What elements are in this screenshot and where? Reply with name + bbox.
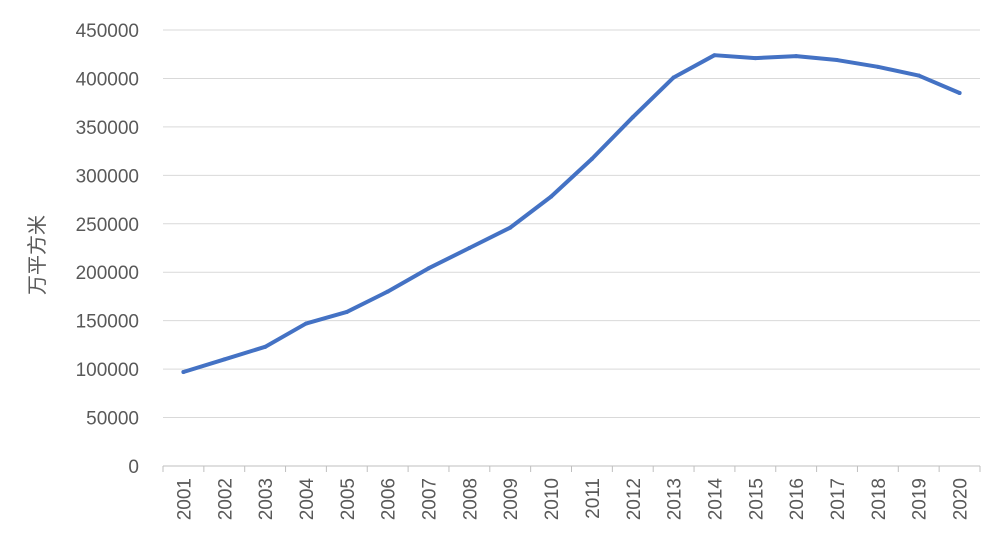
data-point xyxy=(875,64,880,69)
x-tick-label: 2008 xyxy=(460,478,481,520)
data-point xyxy=(835,58,840,63)
x-tick-label: 2017 xyxy=(828,478,849,520)
x-tick-label: 2005 xyxy=(338,478,359,520)
y-tick-label: 150000 xyxy=(76,312,139,333)
x-tick-label: 2016 xyxy=(787,478,808,520)
data-point xyxy=(385,289,390,294)
x-axis-ticks: 2001 2002 2003 2004 2005 2006 2007 2008 2009 2010… xyxy=(162,466,981,521)
y-tick-label: 400000 xyxy=(76,69,139,90)
x-tick-label: 2003 xyxy=(256,478,277,520)
data-point xyxy=(222,357,227,362)
data-point xyxy=(671,75,676,80)
data-point xyxy=(181,370,186,375)
data-point xyxy=(630,115,635,120)
x-tick-label: 2006 xyxy=(379,478,400,520)
x-tick-label: 2011 xyxy=(583,478,604,519)
data-point xyxy=(794,54,799,59)
y-tick-label: 450000 xyxy=(76,21,139,42)
data-point xyxy=(712,53,717,58)
y-tick-label: 300000 xyxy=(76,166,139,187)
series-line xyxy=(181,53,962,375)
data-point xyxy=(753,56,758,61)
y-tick-label: 50000 xyxy=(86,409,139,430)
data-point xyxy=(344,309,349,314)
x-tick-label: 2002 xyxy=(215,478,236,520)
x-tick-label: 2007 xyxy=(420,478,441,520)
data-point xyxy=(549,194,554,199)
x-tick-label: 2015 xyxy=(746,478,767,520)
data-point xyxy=(957,90,962,95)
data-point xyxy=(263,344,268,349)
data-point xyxy=(303,321,308,326)
y-tick-label: 350000 xyxy=(76,118,139,139)
x-tick-label: 2010 xyxy=(542,478,563,520)
x-tick-label: 2019 xyxy=(910,478,931,520)
series-layer xyxy=(181,53,962,375)
data-point xyxy=(589,156,594,161)
data-point xyxy=(426,266,431,271)
y-tick-label: 0 xyxy=(128,457,139,478)
y-tick-label: 200000 xyxy=(76,263,139,284)
data-point xyxy=(467,246,472,250)
x-tick-label: 2014 xyxy=(705,478,726,521)
x-tick-label: 2009 xyxy=(501,478,522,520)
x-tick-label: 2001 xyxy=(174,478,195,520)
gridlines xyxy=(163,29,980,467)
x-tick-label: 2004 xyxy=(297,478,318,521)
y-axis-ticks: 0 50000 100000 150000 200000 250000 300000 3500… xyxy=(76,21,139,478)
x-tick-label: 2012 xyxy=(624,478,645,520)
x-tick-label: 2013 xyxy=(665,478,686,520)
x-tick-label: 2018 xyxy=(869,478,890,520)
y-axis-label: 万平方米 xyxy=(25,215,49,295)
data-point xyxy=(916,73,921,78)
data-point xyxy=(508,225,513,230)
x-tick-label: 2020 xyxy=(951,478,972,520)
y-tick-label: 250000 xyxy=(76,215,139,236)
y-tick-label: 100000 xyxy=(76,360,139,381)
